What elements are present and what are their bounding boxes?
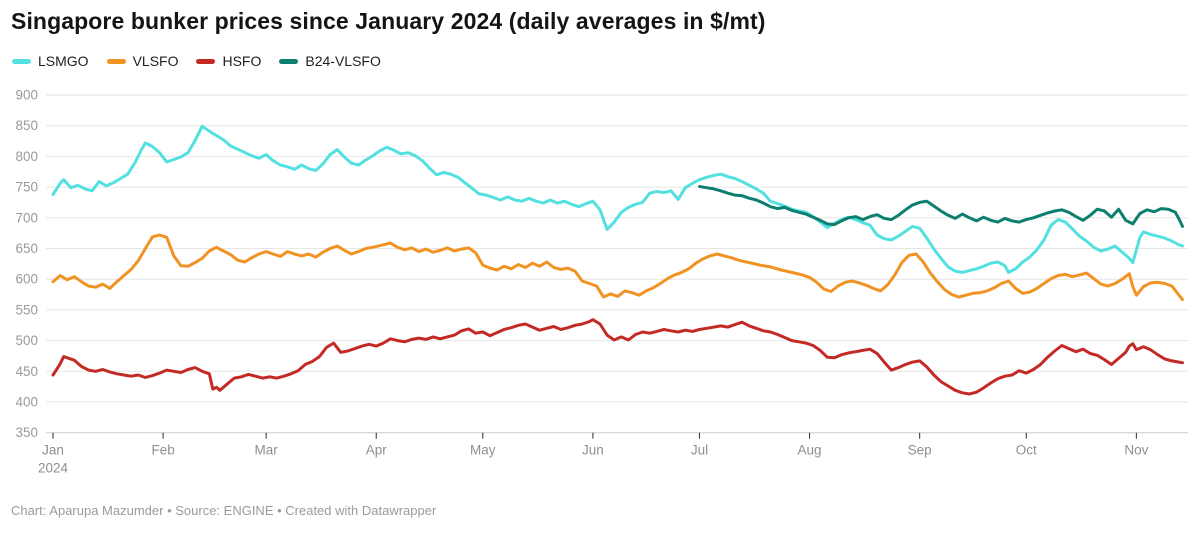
y-tick-label-850: 850 — [15, 118, 38, 133]
legend-label-hsfo: HSFO — [222, 53, 262, 69]
y-tick-label-650: 650 — [15, 241, 38, 256]
x-tick-label-sep: Sep — [908, 443, 932, 458]
x-tick-label-may: May — [470, 443, 496, 458]
x-tick-label-aug: Aug — [798, 443, 822, 458]
x-tick-label-jul: Jul — [691, 443, 708, 458]
legend-swatch-b24-vlsfo — [279, 58, 299, 64]
legend-item-hsfo: HSFO — [196, 53, 261, 69]
x-tick-sublabel-2024: 2024 — [38, 461, 69, 476]
x-tick-label-nov: Nov — [1124, 443, 1148, 458]
chart-title: Singapore bunker prices since January 20… — [11, 8, 766, 34]
legend-item-vlsfo: VLSFO — [106, 53, 179, 69]
series-line-vlsfo — [51, 233, 1184, 301]
y-tick-label-800: 800 — [15, 149, 38, 164]
y-tick-label-600: 600 — [15, 272, 38, 287]
chart-legend: LSMGO VLSFO HSFO B24-VLSFO — [12, 53, 381, 69]
legend-label-lsmgo: LSMGO — [38, 53, 89, 69]
x-tick-label-jun: Jun — [582, 443, 604, 458]
legend-swatch-vlsfo — [106, 58, 126, 64]
y-tick-label-550: 550 — [15, 302, 38, 317]
series-line-lsmgo — [51, 124, 1184, 274]
y-tick-label-750: 750 — [15, 180, 38, 195]
series-line-hsfo — [51, 318, 1184, 396]
y-tick-label-450: 450 — [15, 364, 38, 379]
legend-swatch-lsmgo — [12, 58, 31, 64]
x-tick-label-mar: Mar — [254, 443, 278, 458]
series-line-b24-vlsfo — [698, 185, 1184, 228]
legend-item-lsmgo: LSMGO — [12, 53, 89, 69]
y-tick-label-900: 900 — [15, 88, 38, 103]
chart-footer: Chart: Aparupa Mazumder • Source: ENGINE… — [11, 503, 437, 518]
x-tick-label-apr: Apr — [366, 443, 388, 458]
x-tick-label-oct: Oct — [1016, 443, 1037, 458]
x-tick-label-jan: Jan — [42, 443, 64, 458]
legend-item-b24-vlsfo: B24-VLSFO — [279, 53, 381, 69]
x-tick-label-feb: Feb — [151, 443, 174, 458]
y-tick-label-350: 350 — [15, 425, 38, 440]
legend-swatch-hsfo — [196, 58, 216, 64]
y-tick-label-400: 400 — [15, 395, 38, 410]
legend-label-vlsfo: VLSFO — [132, 53, 179, 69]
y-tick-label-700: 700 — [15, 210, 38, 225]
legend-label-b24-vlsfo: B24-VLSFO — [305, 53, 381, 69]
y-tick-label-500: 500 — [15, 333, 38, 348]
